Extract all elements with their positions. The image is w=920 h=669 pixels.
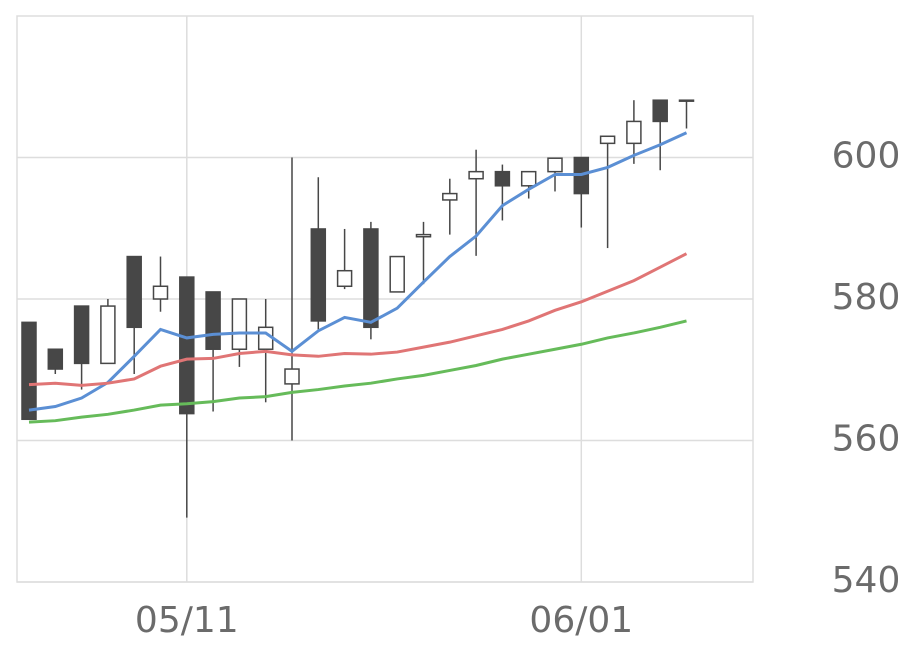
- candle-body: [47, 348, 64, 370]
- candle-body: [310, 228, 327, 322]
- candle-body: [652, 99, 668, 123]
- y-tick-label: 580: [832, 277, 901, 318]
- candle-body: [363, 228, 379, 329]
- candle-body: [336, 269, 353, 288]
- y-tick-label: 540: [832, 560, 901, 601]
- candle-body: [468, 170, 484, 180]
- candle-body: [389, 255, 405, 293]
- candle-body: [678, 99, 695, 102]
- candle-body: [152, 285, 169, 300]
- candle-body: [257, 326, 274, 350]
- x-tick-label: 05/11: [135, 600, 239, 641]
- candle-body: [442, 192, 458, 201]
- candle-body: [547, 157, 563, 173]
- candle-body: [494, 170, 511, 187]
- moving-average-line: [28, 319, 687, 424]
- candle-body: [284, 368, 300, 385]
- moving-average-line: [28, 252, 688, 387]
- x-tick-label: 06/01: [529, 600, 633, 641]
- candle-body: [126, 255, 142, 329]
- candle-body: [21, 321, 37, 421]
- candle-body: [100, 305, 116, 365]
- candle-body: [73, 305, 90, 365]
- candle-body: [231, 298, 248, 350]
- candle-body: [599, 135, 616, 145]
- candle-body: [205, 291, 221, 350]
- moving-average-line: [28, 131, 688, 412]
- candle-body: [415, 233, 432, 238]
- y-tick-label: 600: [832, 136, 901, 177]
- candle-body: [520, 170, 537, 187]
- candle-body: [626, 120, 642, 145]
- candle-body: [179, 276, 195, 415]
- y-tick-label: 560: [832, 419, 901, 460]
